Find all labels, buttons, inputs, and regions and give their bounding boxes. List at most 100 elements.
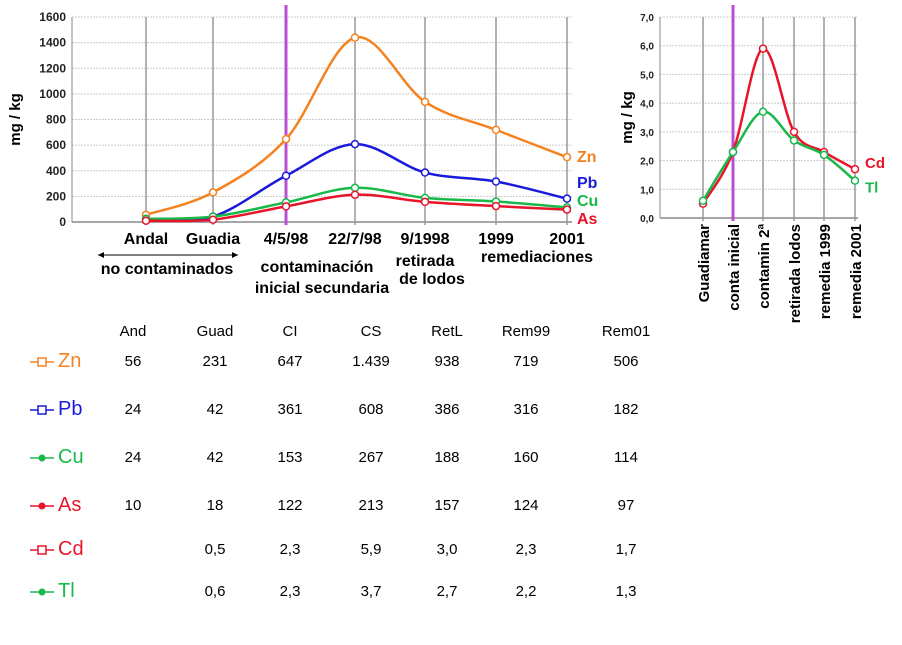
legend-marker-icon xyxy=(30,502,54,509)
table-cell: 386 xyxy=(434,401,460,418)
table-cell: 10 xyxy=(124,497,142,514)
series-label-pb: Pb xyxy=(577,175,598,192)
data-point-cd xyxy=(789,127,799,137)
x-sublabel: remediaciones xyxy=(481,249,593,266)
table-cell: 160 xyxy=(513,449,539,466)
data-point-tl xyxy=(789,136,799,145)
y-axis-label: mg / kg xyxy=(619,91,636,144)
row-label-text: Zn xyxy=(58,350,82,372)
row-label-text: As xyxy=(58,494,82,516)
table-cell: 608 xyxy=(358,401,384,418)
data-point-zn xyxy=(491,125,501,135)
x-tick-label: remedia 1999 xyxy=(817,224,834,319)
row-label-text: Pb xyxy=(58,398,83,420)
data-point-pb xyxy=(281,171,291,180)
data-point-pb xyxy=(420,168,430,177)
x-tick-label: retirada lodos xyxy=(787,224,804,323)
series-label-tl: Tl xyxy=(865,180,878,197)
table-cell: 182 xyxy=(613,401,639,418)
y-axis-label: mg / kg xyxy=(7,93,24,146)
table-cell: 2,7 xyxy=(436,583,458,600)
x-tick-label: Guadia xyxy=(186,231,240,248)
legend-marker-icon xyxy=(30,544,54,555)
data-point-tl xyxy=(850,176,860,185)
x-tick-label: conta inicial xyxy=(726,224,743,311)
legend-marker-icon xyxy=(30,454,54,461)
table-cell: 122 xyxy=(277,497,303,514)
table-cell: 3,0 xyxy=(436,541,458,558)
data-point-as xyxy=(208,215,218,224)
x-tick-label: 22/7/98 xyxy=(328,231,381,248)
series-label-as: As xyxy=(577,211,598,228)
table-row-label: As xyxy=(30,494,81,517)
data-point-tl xyxy=(819,150,829,160)
row-label-text: Cd xyxy=(58,538,84,560)
y-tick-label: 6,0 xyxy=(640,42,654,53)
y-tick-label: 600 xyxy=(46,138,66,152)
data-point-pb xyxy=(562,194,572,203)
y-tick-label: 1600 xyxy=(39,10,66,24)
legend-marker-icon xyxy=(30,588,54,595)
data-point-as xyxy=(350,190,360,199)
table-cell: 2,3 xyxy=(279,541,301,558)
table-cell: 267 xyxy=(358,449,384,466)
table-cell: 0,6 xyxy=(204,583,226,600)
data-point-zn xyxy=(562,152,572,162)
data-point-pb xyxy=(350,139,360,149)
table-cell: 1,7 xyxy=(615,541,637,558)
column-header: Guad xyxy=(196,323,234,340)
table-cell: 18 xyxy=(206,497,224,514)
table-row-label: Cu xyxy=(30,446,84,469)
y-tick-label: 5,0 xyxy=(640,70,654,81)
table-cell: 1,3 xyxy=(615,583,637,600)
data-point-zn xyxy=(208,188,218,197)
table-cell: 213 xyxy=(358,497,384,514)
data-point-as xyxy=(420,197,430,207)
data-point-as xyxy=(491,201,501,211)
series-line-cd xyxy=(701,47,856,205)
x-sublabel: retirada xyxy=(396,253,455,270)
data-point-cu xyxy=(350,183,360,193)
data-point-zn xyxy=(281,134,291,144)
column-header: Rem99 xyxy=(501,323,551,340)
x-sublabel: no contaminados xyxy=(101,261,234,278)
table-cell: 42 xyxy=(206,449,224,466)
legend-marker-icon xyxy=(30,356,54,367)
table-cell: 0,5 xyxy=(204,541,226,558)
table-row-label: Tl xyxy=(30,580,75,603)
y-tick-label: 1,0 xyxy=(640,185,654,196)
column-header: CS xyxy=(360,323,382,340)
y-tick-label: 1400 xyxy=(39,36,66,50)
y-tick-label: 7,0 xyxy=(640,13,654,24)
data-point-zn xyxy=(420,97,430,107)
x-sublabel: inicial secundaria xyxy=(255,280,389,297)
y-tick-label: 200 xyxy=(46,189,66,203)
x-tick-label: 2001 xyxy=(549,231,585,248)
table-cell: 506 xyxy=(613,353,639,370)
x-tick-label: Andal xyxy=(124,231,168,248)
series-label-cu: Cu xyxy=(577,193,598,210)
table-cell: 153 xyxy=(277,449,303,466)
table-cell: 114 xyxy=(614,449,638,466)
table-cell: 97 xyxy=(617,497,635,514)
y-tick-label: 4,0 xyxy=(640,99,654,110)
table-cell: 2,3 xyxy=(515,541,537,558)
table-cell: 938 xyxy=(434,353,460,370)
data-point-tl xyxy=(698,196,708,206)
table-cell: 719 xyxy=(513,353,539,370)
table-cell: 361 xyxy=(277,401,303,418)
y-tick-label: 0,0 xyxy=(640,214,654,225)
table-cell: 56 xyxy=(124,353,142,370)
table-cell: 42 xyxy=(206,401,224,418)
x-tick-label: 4/5/98 xyxy=(264,231,309,248)
data-point-as xyxy=(141,216,151,225)
data-point-zn xyxy=(350,33,360,42)
table-cell: 5,9 xyxy=(360,541,382,558)
table-cell: 2,3 xyxy=(279,583,301,600)
y-tick-label: 800 xyxy=(46,113,66,127)
table-cell: 24 xyxy=(124,401,142,418)
y-tick-label: 2,0 xyxy=(640,157,654,168)
table-cell: 2,2 xyxy=(515,583,537,600)
y-tick-label: 0 xyxy=(59,215,66,229)
data-point-as xyxy=(281,202,291,211)
